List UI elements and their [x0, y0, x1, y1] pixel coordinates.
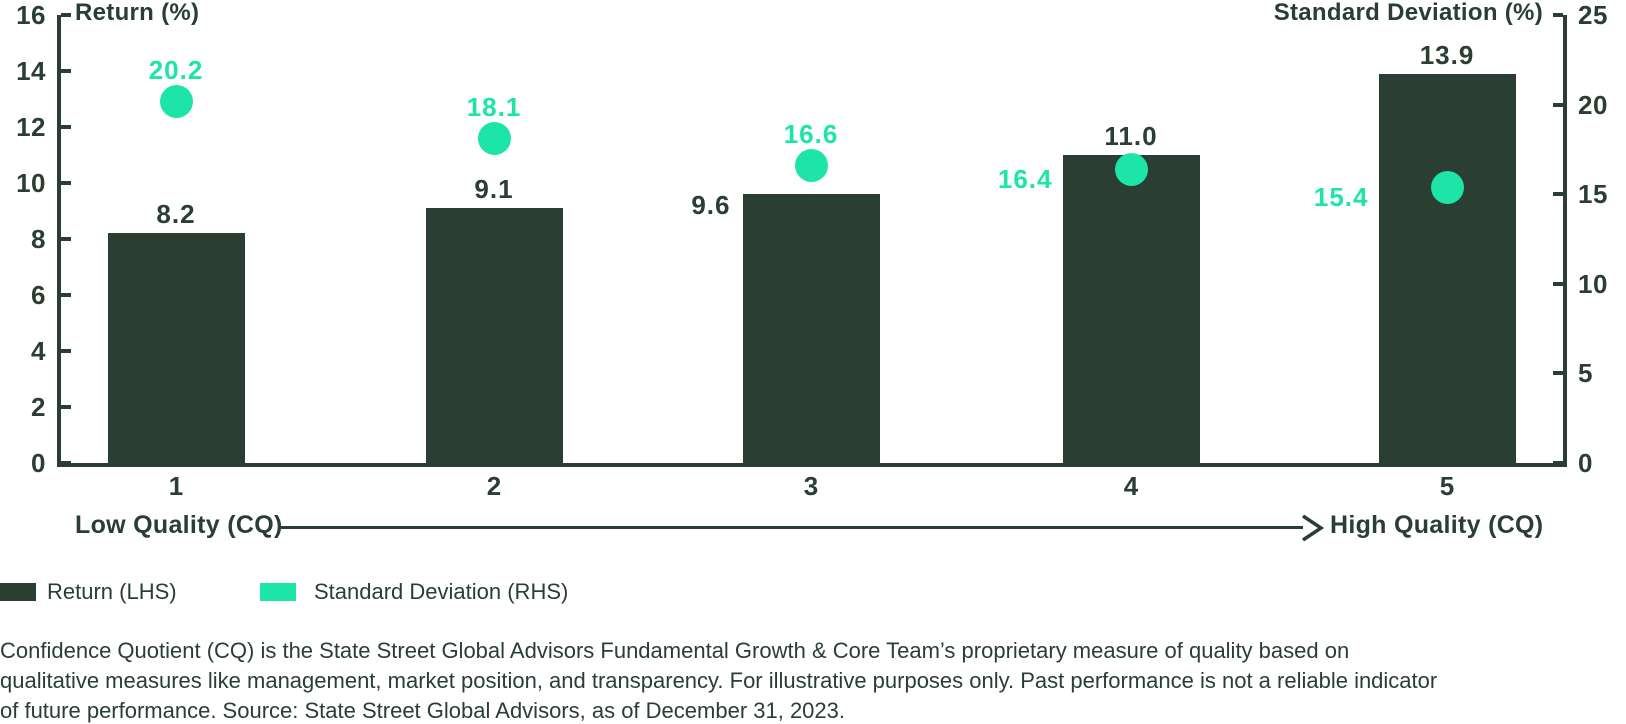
- left-axis-tick-mark: [61, 405, 71, 409]
- x-axis-category-label: 4: [1123, 471, 1139, 501]
- sd-value-label: 16.4: [997, 164, 1053, 195]
- left-axis-tick-label: 16: [16, 0, 46, 30]
- left-axis-tick-label: 10: [16, 168, 46, 198]
- standard-deviation-dot: [1114, 152, 1148, 186]
- return-bar: [425, 208, 563, 463]
- left-axis-tick-mark: [61, 293, 71, 297]
- right-axis-tick-label: 10: [1578, 268, 1608, 299]
- right-axis-tick-label: 5: [1578, 358, 1593, 389]
- standard-deviation-dot: [477, 122, 511, 156]
- x-axis-baseline: [57, 463, 1567, 467]
- footnote-line: Confidence Quotient (CQ) is the State St…: [0, 638, 1350, 663]
- sd-value-label: 20.2: [148, 54, 204, 85]
- standard-deviation-dot: [159, 84, 193, 118]
- high-quality-label: High Quality (CQ): [1330, 511, 1544, 539]
- left-axis-tick-mark: [61, 237, 71, 241]
- x-axis-category-label: 5: [1439, 471, 1455, 501]
- standard-deviation-dot: [1430, 170, 1464, 204]
- legend-label-return: Return (LHS): [47, 579, 177, 604]
- sd-value-label: 18.1: [466, 92, 522, 123]
- left-axis-tick-mark: [61, 13, 71, 17]
- right-axis-tick-label: 15: [1578, 179, 1608, 210]
- low-quality-label: Low Quality (CQ): [75, 511, 283, 539]
- left-axis-tick-mark: [61, 181, 71, 185]
- left-axis-tick-label: 12: [16, 112, 46, 142]
- legend-swatch-return: [0, 583, 36, 601]
- x-axis-category-label: 2: [486, 471, 502, 501]
- footnote: Confidence Quotient (CQ) is the State St…: [0, 636, 1626, 724]
- x-axis-category-label: 1: [168, 471, 184, 501]
- right-axis-tick-mark: [1553, 371, 1563, 376]
- sd-value-label: 15.4: [1313, 182, 1369, 213]
- bar-value-label: 11.0: [1104, 121, 1158, 151]
- footnote-line: of future performance. Source: State Str…: [0, 698, 846, 723]
- left-axis-tick-label: 8: [31, 224, 46, 254]
- return-bar: [1378, 73, 1516, 463]
- right-axis-tick-label: 20: [1578, 89, 1608, 120]
- x-axis-category-label: 3: [803, 471, 819, 501]
- left-axis-tick-label: 2: [31, 392, 46, 422]
- quality-arrow-line: [281, 526, 1303, 529]
- left-axis-tick-label: 14: [16, 56, 46, 86]
- return-bar: [1062, 155, 1200, 463]
- return-bar: [742, 194, 880, 463]
- right-axis-tick-label: 0: [1578, 448, 1593, 478]
- right-axis-tick-mark: [1553, 281, 1563, 286]
- bar-value-label: 9.1: [474, 174, 514, 205]
- bar-value-label: 9.6: [691, 190, 731, 221]
- right-axis-tick-label: 25: [1578, 0, 1608, 30]
- bar-value-label: 13.9: [1419, 39, 1475, 70]
- right-axis-tick-mark: [1553, 13, 1563, 17]
- standard-deviation-dot: [794, 149, 828, 183]
- right-axis-tick-mark: [1553, 461, 1563, 465]
- footnote-line: qualitative measures like management, ma…: [0, 668, 1438, 693]
- legend-label-standard-deviation: Standard Deviation (RHS): [314, 579, 569, 604]
- right-axis-tick-mark: [1553, 192, 1563, 197]
- bar-value-label: 8.2: [156, 199, 196, 230]
- left-axis-tick-label: 0: [31, 448, 46, 478]
- left-axis-title: Return (%): [75, 0, 200, 26]
- left-axis-tick-label: 6: [31, 280, 46, 310]
- left-axis-tick-label: 4: [31, 336, 46, 366]
- right-axis-tick-mark: [1553, 102, 1563, 107]
- sd-value-label: 16.6: [783, 119, 839, 150]
- y-axis-left-line: [57, 15, 61, 467]
- y-axis-right-line: [1563, 15, 1567, 467]
- left-axis-tick-mark: [61, 461, 71, 465]
- arrow-head-icon: [1302, 514, 1325, 542]
- right-axis-title: Standard Deviation (%): [1273, 0, 1543, 26]
- left-axis-tick-mark: [61, 125, 71, 129]
- left-axis-tick-mark: [61, 69, 71, 73]
- return-bar: [107, 233, 245, 463]
- legend-swatch-standard-deviation: [260, 583, 296, 601]
- left-axis-tick-mark: [61, 349, 71, 353]
